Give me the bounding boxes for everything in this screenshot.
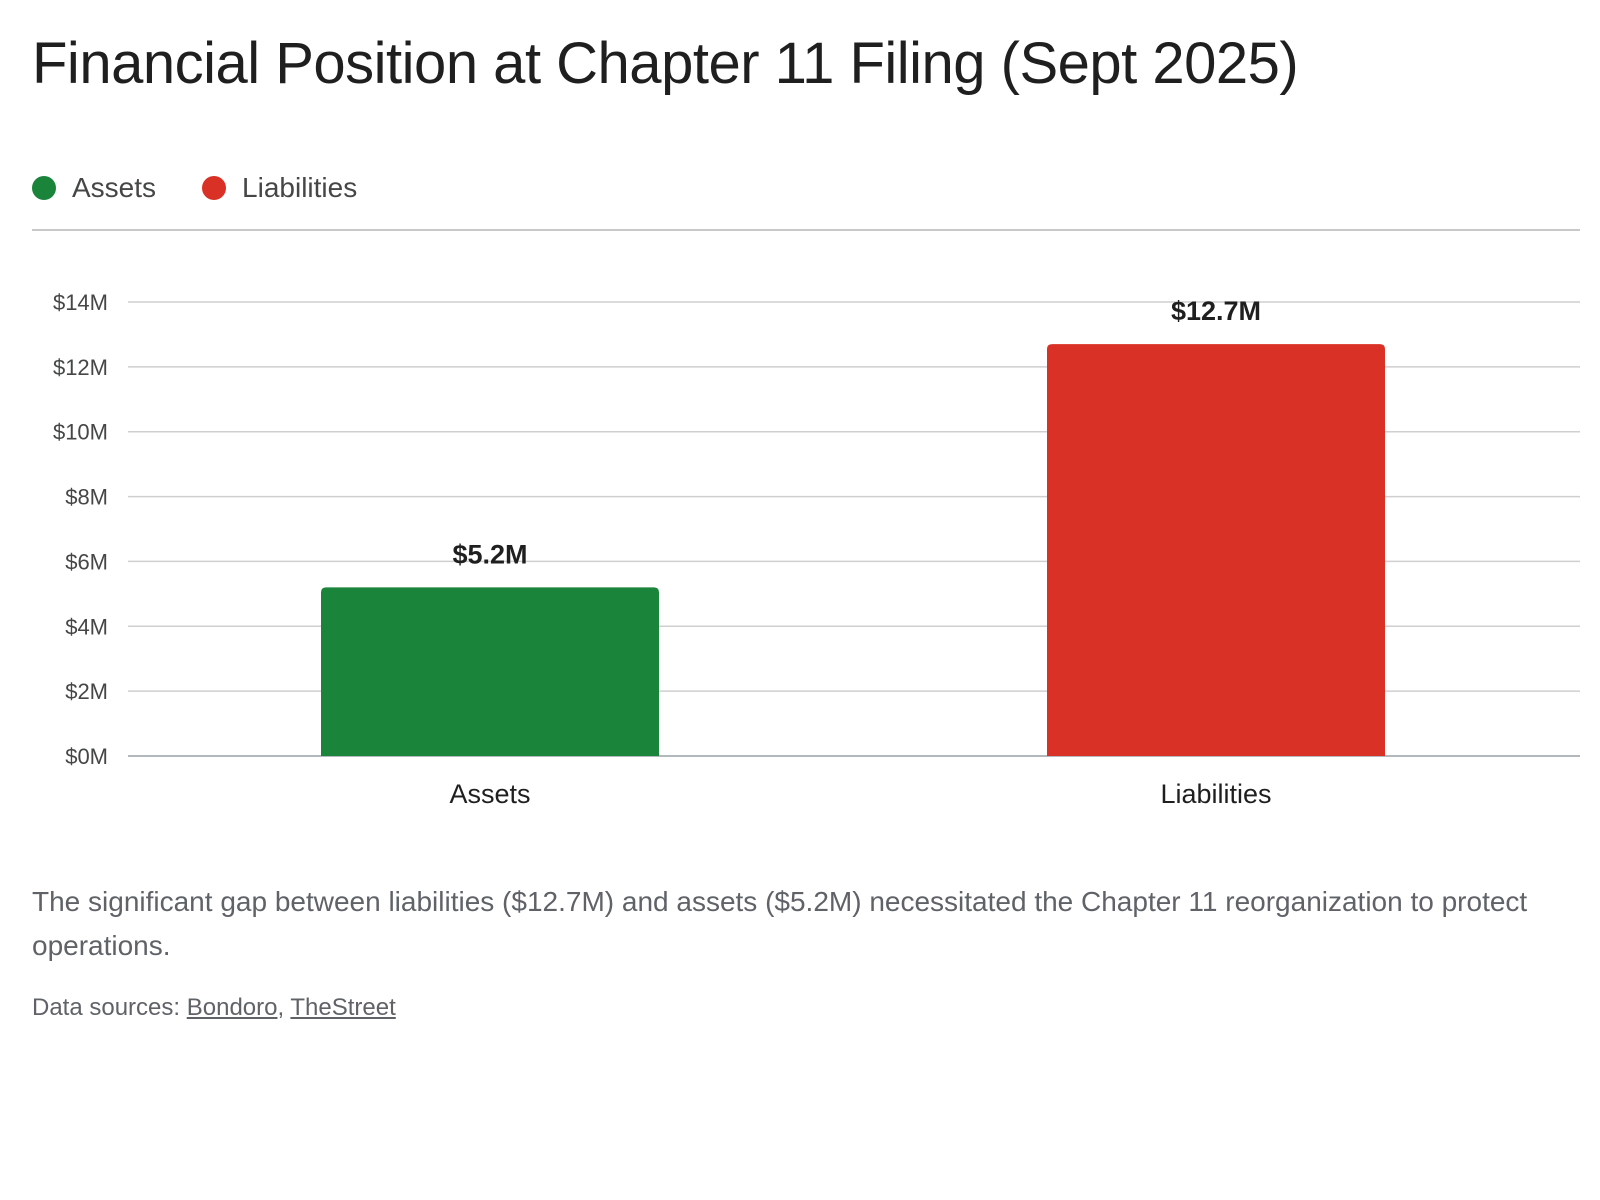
data-label-assets: $5.2M: [452, 539, 527, 569]
y-tick-label: $10M: [53, 420, 108, 445]
source-link-thestreet[interactable]: TheStreet: [290, 994, 396, 1021]
legend-label-liabilities: Liabilities: [242, 172, 358, 203]
bar-assets: [321, 587, 659, 756]
legend: Assets Liabilities: [32, 172, 403, 204]
y-tick-label: $12M: [53, 355, 108, 380]
y-tick-label: $4M: [65, 614, 108, 639]
bar-chart: $0M $2M $4M $6M $8M $10M $12M $14M $5.2M Assets $1…: [53, 290, 1580, 809]
legend-dot-assets: [32, 176, 56, 200]
chart-title: Financial Position at Chapter 11 Filing …: [32, 31, 1299, 96]
x-tick-label-assets: Assets: [449, 779, 530, 809]
sources-separator: ,: [277, 994, 291, 1021]
legend-divider: [32, 229, 1580, 231]
y-tick-label: $8M: [65, 485, 108, 510]
legend-item-assets: Assets: [32, 172, 156, 204]
source-link-bondoro[interactable]: Bondoro: [186, 994, 278, 1021]
chart-caption: The significant gap between liabilities …: [32, 886, 1528, 961]
sources-prefix: Data sources:: [32, 994, 187, 1021]
y-tick-label: $0M: [65, 744, 108, 769]
y-tick-label: $2M: [65, 679, 108, 704]
y-tick-label: $14M: [53, 290, 108, 315]
data-sources: Data sources: Bondoro, TheStreet: [32, 994, 396, 1022]
legend-item-liabilities: Liabilities: [202, 172, 357, 204]
x-tick-label-liabilities: Liabilities: [1160, 779, 1271, 809]
bar-liabilities: [1047, 344, 1385, 756]
legend-label-assets: Assets: [72, 172, 157, 203]
data-label-liabilities: $12.7M: [1171, 296, 1261, 326]
legend-dot-liabilities: [202, 176, 227, 200]
y-tick-label: $6M: [65, 549, 108, 574]
